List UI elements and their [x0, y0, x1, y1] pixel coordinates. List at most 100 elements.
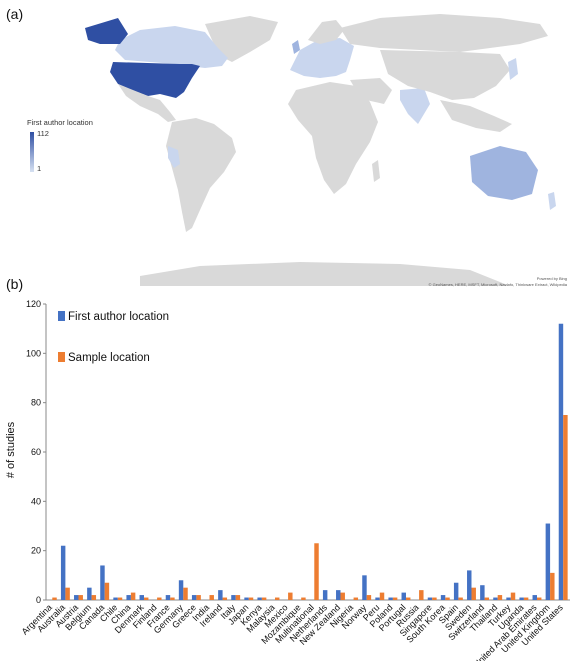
bar-sample-peru: [379, 592, 385, 600]
bar-first-author-turkey: [506, 597, 511, 600]
bar-first-author-italy: [231, 595, 236, 600]
legend-swatch: [58, 352, 65, 362]
bar-first-author-france: [165, 595, 171, 600]
bar-sample-greece: [196, 595, 201, 600]
bar-sample-argentina: [52, 597, 57, 600]
bar-sample-india: [209, 595, 214, 600]
legend-swatch: [58, 311, 65, 321]
bar-chart: # of studies 0 20 40 60 80 100 120 ArgentinaAu…: [5, 299, 570, 661]
map-legend-title: First author location: [27, 118, 93, 127]
bar-first-author-singapore: [427, 597, 433, 600]
bar-sample-nigeria: [353, 597, 359, 600]
bar-first-author-ireland: [218, 590, 223, 600]
world-map: [85, 14, 556, 286]
bar-sample-japan: [248, 597, 254, 600]
map-credit-powered: Powered by Bing: [536, 276, 567, 281]
map-india: [400, 88, 430, 124]
chart-legend: First author location Sample location: [58, 311, 169, 364]
bar-sample-united-kingdom: [550, 572, 555, 600]
map-mexico: [118, 84, 176, 122]
map-united-states: [110, 62, 200, 98]
bar-sample-sweden: [471, 587, 476, 600]
bar-sample-italy: [235, 595, 241, 600]
map-greenland: [205, 16, 278, 62]
bar-sample-mozambique: [301, 597, 306, 600]
bar-sample-russia: [419, 590, 424, 600]
bar-sample-china: [130, 592, 136, 600]
bar-first-author-spain: [453, 582, 459, 600]
map-australia: [470, 146, 538, 200]
legend-label: Sample location: [68, 352, 150, 364]
bar-sample-uganda: [523, 597, 529, 600]
bar-first-author-denmark: [139, 595, 144, 600]
map-panel: (a): [0, 0, 575, 290]
bar-sample-poland: [392, 597, 398, 600]
bar-first-author-greece: [191, 595, 197, 600]
legend-label: First author location: [68, 311, 169, 323]
bar-first-author-thailand: [493, 597, 498, 600]
bar-sample-multinational: [314, 543, 319, 600]
bar-sample-portugal: [405, 597, 411, 600]
map-credit-sources: © GeoNames, HERE, MSFT, Microsoft, NavIn…: [428, 282, 567, 287]
map-middle-east: [350, 78, 392, 104]
bar-first-author-chile: [113, 597, 118, 600]
y-tick-label: 60: [31, 447, 41, 457]
bar-first-author-united-arab-emirates: [532, 595, 537, 600]
bar-first-author-belgium: [87, 587, 92, 600]
bar-sample-turkey: [510, 592, 516, 600]
bar-first-author-sweden: [467, 570, 472, 600]
bar-sample-austria: [78, 595, 83, 600]
map-scandinavia: [308, 20, 344, 44]
chart-axes: 0 20 40 60 80 100 120: [26, 299, 570, 605]
bar-sample-ireland: [222, 597, 228, 600]
bar-first-author-new-zealand: [336, 590, 341, 600]
y-tick-label: 120: [26, 299, 41, 309]
map-peru: [168, 146, 180, 168]
bar-sample-finland: [157, 597, 162, 600]
bar-sample-new-zealand: [340, 592, 345, 600]
bar-first-author-united-kingdom: [545, 523, 551, 600]
bar-sample-spain: [458, 597, 463, 600]
bar-sample-canada: [104, 582, 110, 600]
x-tick-labels: ArgentinaAustraliaAustriaBelgiumCanadaCh…: [20, 602, 566, 661]
bar-sample-norway: [366, 595, 372, 600]
map-legend-max: 112: [37, 129, 49, 138]
bar-sample-thailand: [497, 595, 503, 600]
bar-sample-south-korea: [445, 597, 450, 600]
map-canada: [115, 26, 228, 68]
bar-first-author-china: [126, 595, 131, 600]
bar-first-author-united-states: [558, 323, 564, 600]
bar-sample-united-arab-emirates: [536, 597, 542, 600]
bar-sample-united-states: [563, 415, 568, 600]
panel-label-a: (a): [6, 6, 24, 22]
map-russia: [340, 14, 548, 52]
bar-first-author-kenya: [257, 597, 262, 600]
bar-sample-denmark: [143, 597, 149, 600]
y-tick-label: 20: [31, 546, 41, 556]
map-new-zealand: [548, 192, 556, 210]
bar-first-author-japan: [244, 597, 249, 600]
bar-first-author-australia: [60, 545, 66, 600]
map-alaska: [85, 18, 128, 44]
bar-sample-belgium: [91, 595, 97, 600]
map-south-america: [166, 118, 236, 232]
map-antarctica: [140, 262, 510, 286]
map-madagascar: [372, 160, 380, 182]
map-land: [85, 14, 556, 286]
y-tick-label: 40: [31, 496, 41, 506]
panel-label-b: (b): [6, 276, 24, 292]
bar-first-author-canada: [100, 565, 105, 600]
bar-sample-mexico: [288, 592, 293, 600]
chart-bars: [52, 323, 568, 600]
bar-sample-malaysia: [274, 597, 280, 600]
bar-first-author-germany: [178, 580, 184, 600]
map-asia: [380, 50, 510, 100]
bar-sample-australia: [65, 587, 70, 600]
map-united-kingdom: [292, 40, 300, 54]
y-tick-label: 100: [26, 348, 41, 358]
map-africa: [288, 82, 378, 194]
y-axis-title: # of studies: [5, 421, 17, 478]
bar-sample-singapore: [432, 597, 437, 600]
map-europe: [290, 38, 354, 78]
map-japan: [508, 58, 518, 80]
